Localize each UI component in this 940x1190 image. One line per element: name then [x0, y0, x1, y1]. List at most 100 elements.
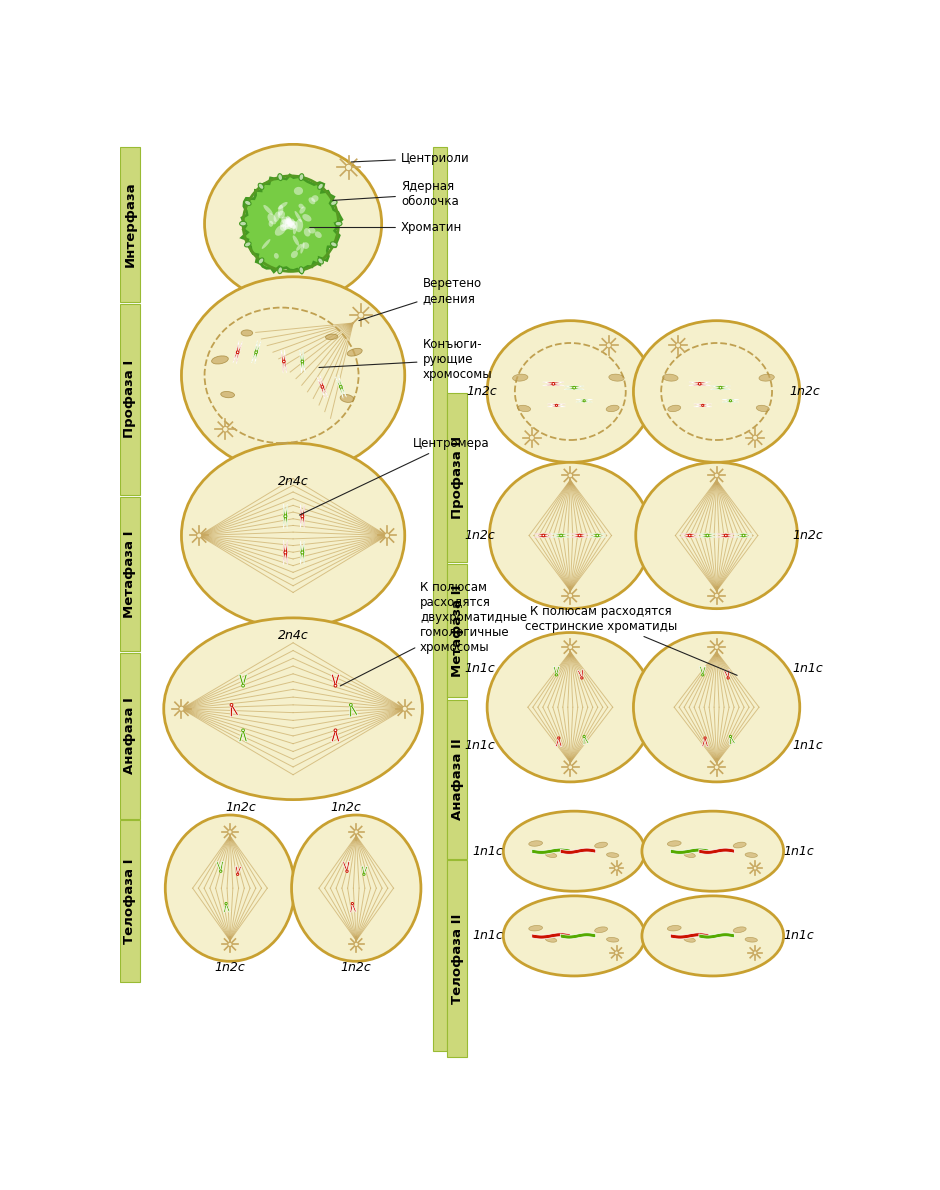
Circle shape: [223, 426, 228, 432]
Polygon shape: [533, 534, 554, 536]
Polygon shape: [350, 903, 353, 913]
Ellipse shape: [291, 815, 421, 962]
Ellipse shape: [634, 320, 800, 463]
Circle shape: [753, 866, 757, 870]
Circle shape: [753, 951, 757, 954]
Ellipse shape: [545, 938, 556, 942]
Polygon shape: [716, 534, 736, 536]
Polygon shape: [532, 933, 571, 939]
Text: 1n1c: 1n1c: [464, 662, 494, 675]
Ellipse shape: [299, 206, 306, 214]
Ellipse shape: [242, 330, 253, 336]
Circle shape: [352, 902, 353, 904]
Circle shape: [729, 400, 731, 402]
Polygon shape: [303, 541, 305, 564]
Text: Анафаза II: Анафаза II: [450, 738, 463, 820]
Polygon shape: [699, 933, 734, 939]
Polygon shape: [286, 540, 288, 565]
Polygon shape: [220, 862, 224, 871]
Circle shape: [606, 343, 611, 347]
Ellipse shape: [244, 200, 251, 206]
Ellipse shape: [283, 219, 290, 230]
Ellipse shape: [606, 938, 619, 942]
Text: 2n4c: 2n4c: [277, 630, 308, 643]
Ellipse shape: [258, 258, 264, 264]
Polygon shape: [532, 848, 571, 854]
Circle shape: [236, 351, 239, 353]
Circle shape: [529, 436, 534, 440]
Text: 1n1c: 1n1c: [784, 845, 814, 858]
Text: Интерфаза: Интерфаза: [123, 182, 136, 268]
Ellipse shape: [609, 374, 624, 381]
Ellipse shape: [315, 231, 321, 238]
Polygon shape: [560, 933, 596, 939]
Polygon shape: [236, 342, 243, 364]
Text: К полюсам
расходятся
двухроматидные
гомологичные
хромосомы: К полюсам расходятся двухроматидные гомо…: [340, 582, 527, 685]
Polygon shape: [704, 738, 708, 746]
Ellipse shape: [285, 218, 291, 224]
Ellipse shape: [503, 812, 645, 891]
Ellipse shape: [331, 242, 337, 248]
Text: Анафаза I: Анафаза I: [123, 697, 136, 775]
FancyBboxPatch shape: [120, 497, 140, 651]
Polygon shape: [551, 534, 572, 536]
Polygon shape: [554, 666, 557, 675]
Polygon shape: [689, 384, 711, 386]
Circle shape: [704, 737, 706, 739]
Ellipse shape: [331, 200, 337, 206]
Polygon shape: [547, 406, 566, 407]
Ellipse shape: [164, 618, 422, 800]
Ellipse shape: [221, 392, 235, 397]
Circle shape: [350, 703, 352, 707]
Ellipse shape: [280, 224, 287, 231]
Ellipse shape: [240, 221, 246, 226]
Circle shape: [230, 703, 233, 707]
Polygon shape: [252, 340, 258, 363]
Ellipse shape: [528, 926, 542, 931]
Ellipse shape: [303, 214, 311, 221]
Polygon shape: [352, 903, 356, 912]
Polygon shape: [547, 403, 566, 406]
Ellipse shape: [308, 198, 315, 205]
Polygon shape: [303, 350, 306, 372]
Ellipse shape: [293, 221, 298, 234]
Polygon shape: [331, 675, 337, 685]
Text: 1n1c: 1n1c: [473, 929, 503, 942]
Polygon shape: [230, 704, 239, 715]
Polygon shape: [670, 933, 709, 939]
Circle shape: [572, 387, 575, 389]
Text: 1n2c: 1n2c: [226, 801, 256, 814]
Polygon shape: [729, 737, 735, 744]
Circle shape: [542, 534, 544, 537]
Polygon shape: [237, 866, 242, 875]
Circle shape: [556, 405, 557, 407]
Circle shape: [615, 951, 619, 954]
Ellipse shape: [759, 374, 775, 381]
Ellipse shape: [287, 219, 295, 228]
Ellipse shape: [289, 221, 296, 226]
Ellipse shape: [318, 258, 323, 264]
Circle shape: [196, 533, 202, 538]
Polygon shape: [716, 536, 736, 537]
Ellipse shape: [545, 852, 556, 858]
Ellipse shape: [165, 815, 294, 962]
Ellipse shape: [261, 239, 271, 249]
Circle shape: [363, 873, 365, 876]
Text: 1n2c: 1n2c: [790, 386, 821, 397]
Ellipse shape: [642, 896, 784, 976]
Circle shape: [583, 400, 586, 402]
Circle shape: [345, 164, 352, 170]
Polygon shape: [242, 175, 342, 273]
Polygon shape: [363, 866, 368, 875]
Text: К полюсам расходятся
сестринские хроматиды: К полюсам расходятся сестринские хромати…: [525, 605, 737, 676]
Polygon shape: [243, 731, 247, 741]
Polygon shape: [556, 738, 559, 746]
Circle shape: [284, 551, 287, 553]
Polygon shape: [286, 503, 288, 528]
Polygon shape: [300, 350, 303, 374]
Polygon shape: [551, 536, 572, 537]
Circle shape: [568, 765, 572, 770]
Text: 1n2c: 1n2c: [466, 386, 497, 397]
Polygon shape: [670, 848, 709, 854]
Ellipse shape: [181, 443, 405, 628]
